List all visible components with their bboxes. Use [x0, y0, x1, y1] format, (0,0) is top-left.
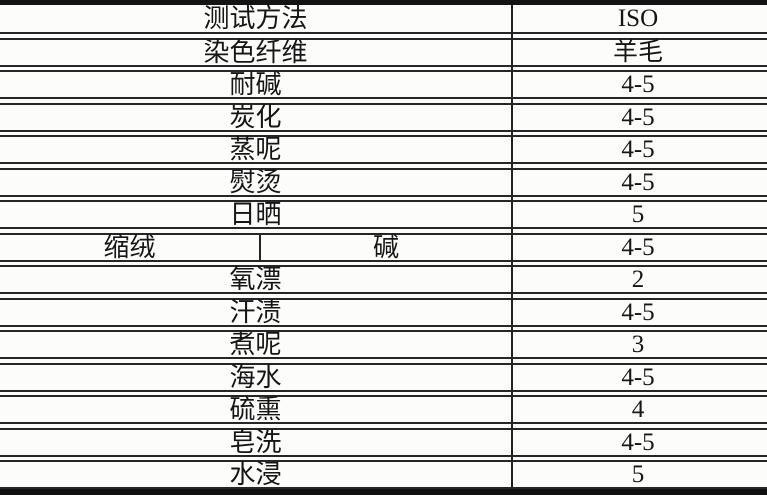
fiber-type-cell: 羊毛	[612, 38, 663, 66]
table-row: 蒸呢 4-5	[0, 135, 767, 164]
header-row: 测试方法 ISO	[0, 5, 767, 34]
test-name-cell: 炭化	[229, 102, 282, 132]
rating-value-cell: 4-5	[621, 428, 655, 456]
test-name-cell: 氧漂	[229, 265, 282, 294]
table-row: 皂洗 4-5	[0, 427, 767, 457]
test-method-header-cell: 测试方法	[203, 4, 308, 33]
table-row: 氧漂 2	[0, 265, 767, 294]
dyed-fiber-label-cell: 染色纤维	[203, 37, 308, 67]
test-name-cell: 水浸	[229, 460, 282, 489]
test-name-cell: 蒸呢	[229, 135, 282, 164]
rating-value-cell: 3	[631, 331, 645, 358]
test-name-cell: 海水	[229, 362, 282, 392]
alkali-subtest-cell: 碱	[372, 232, 399, 262]
table-row: 水浸 5	[0, 460, 767, 489]
rating-value-cell: 4	[631, 396, 645, 423]
rating-value-cell: 4-5	[621, 363, 655, 391]
table-row: 海水 4-5	[0, 362, 767, 392]
rating-value-cell: 4-5	[621, 103, 655, 131]
table-row: 硫熏 4	[0, 395, 767, 424]
rating-value-cell: 4-5	[621, 168, 655, 196]
fiber-row: 染色纤维 羊毛	[0, 37, 767, 67]
rating-value-cell: 4-5	[621, 233, 655, 261]
test-name-cell: 耐碱	[229, 70, 282, 99]
table-row: 煮呢 3	[0, 330, 767, 359]
table-row: 日晒 5	[0, 200, 767, 229]
rating-value-cell: 5	[631, 461, 645, 488]
rating-value-cell: 4-5	[621, 136, 655, 163]
test-name-cell: 汗渍	[229, 297, 282, 327]
column-divider-line	[511, 5, 513, 489]
standard-header-cell: ISO	[617, 5, 659, 32]
rating-value-cell: 2	[631, 266, 645, 293]
test-name-cell: 熨烫	[229, 167, 282, 197]
milling-test-cell: 缩绒	[0, 234, 261, 260]
table-row: 炭化 4-5	[0, 102, 767, 132]
test-name-cell: 皂洗	[229, 427, 282, 457]
rating-value-cell: 4-5	[621, 298, 655, 326]
test-name-cell: 日晒	[229, 200, 282, 229]
table-row: 熨烫 4-5	[0, 167, 767, 197]
test-name-cell: 硫熏	[229, 395, 282, 424]
rating-value-cell: 4-5	[621, 71, 655, 98]
test-name-cell: 煮呢	[229, 330, 282, 359]
table-row: 汗渍 4-5	[0, 297, 767, 327]
rating-value-cell: 5	[631, 201, 645, 228]
table-row-split: 缩绒 碱 4-5	[0, 232, 767, 262]
table-row: 耐碱 4-5	[0, 70, 767, 99]
